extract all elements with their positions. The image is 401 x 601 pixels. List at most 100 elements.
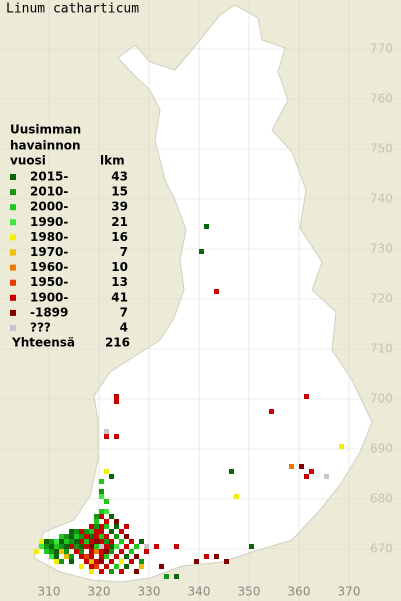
northing-label: 670 [370,542,393,556]
occurrence-square [64,534,69,539]
occurrence-square [84,534,89,539]
occurrence-square [109,569,114,574]
occurrence-square [104,544,109,549]
occurrence-square [99,529,104,534]
legend-heading: Uusimman [10,123,81,137]
legend-count: 4 [120,321,128,335]
occurrence-square [74,529,79,534]
occurrence-square [94,514,99,519]
legend-label: 2015- [30,170,68,184]
occurrence-square [89,529,94,534]
occurrence-square [139,559,144,564]
legend-swatch [10,234,16,241]
occurrence-square [74,539,79,544]
occurrence-square [69,529,74,534]
occurrence-square [44,539,49,544]
occurrence-square [214,554,219,559]
occurrence-square [114,394,119,399]
species-title: Linum catharticum [6,2,139,17]
occurrence-square [104,549,109,554]
occurrence-square [214,289,219,294]
occurrence-square [114,554,119,559]
occurrence-square [104,564,109,569]
occurrence-square [89,539,94,544]
occurrence-square [129,549,134,554]
occurrence-square [304,394,309,399]
occurrence-square [89,559,94,564]
occurrence-square [79,554,84,559]
occurrence-square [79,544,84,549]
occurrence-square [119,539,124,544]
occurrence-square [89,549,94,554]
occurrence-square [69,539,74,544]
occurrence-square [339,444,344,449]
northing-label: 730 [370,242,393,256]
occurrence-square [109,514,114,519]
occurrence-square [54,559,59,564]
occurrence-square [94,524,99,529]
occurrence-square [59,549,64,554]
occurrence-square [79,534,84,539]
occurrence-square [89,524,94,529]
legend-swatch [10,325,16,331]
occurrence-square [74,534,79,539]
occurrence-square [204,224,209,229]
occurrence-square [104,534,109,539]
occurrence-square [84,539,89,544]
occurrence-square [114,544,119,549]
easting-label: 340 [188,585,211,599]
occurrence-square [124,524,129,529]
occurrence-square [104,524,109,529]
occurrence-square [94,529,99,534]
occurrence-square [64,549,69,554]
occurrence-square [79,549,84,554]
occurrence-square [69,534,74,539]
occurrence-square [139,539,144,544]
occurrence-square [119,569,124,574]
legend-count: 7 [120,245,128,259]
occurrence-square [114,519,119,524]
occurrence-square [109,529,114,534]
easting-label: 370 [338,585,361,599]
occurrence-square [99,489,104,494]
legend-label: 2010- [30,185,68,199]
occurrence-square [124,564,129,569]
occurrence-square [49,539,54,544]
occurrence-square [304,474,309,479]
legend-swatch [10,174,16,180]
northing-label: 700 [370,392,393,406]
occurrence-square [124,544,129,549]
occurrence-square [134,569,139,574]
northing-label: 760 [370,92,393,106]
occurrence-square [194,559,199,564]
occurrence-square [59,539,64,544]
easting-label: 320 [88,585,111,599]
occurrence-square [104,429,109,434]
occurrence-square [69,554,74,559]
northing-label: 690 [370,442,393,456]
occurrence-square [134,554,139,559]
occurrence-square [59,544,64,549]
occurrence-square [104,499,109,504]
occurrence-square [299,464,304,469]
northing-label: 710 [370,342,393,356]
occurrence-square [34,549,39,554]
legend-count: 16 [111,230,128,244]
occurrence-square [99,569,104,574]
occurrence-square [49,549,54,554]
occurrence-square [64,554,69,559]
occurrence-square [99,554,104,559]
occurrence-square [89,554,94,559]
northing-label: 770 [370,42,393,56]
occurrence-square [199,249,204,254]
legend-swatch [10,294,16,301]
occurrence-square [134,544,139,549]
occurrence-square [99,539,104,544]
occurrence-square [79,529,84,534]
occurrence-square [44,549,49,554]
occurrence-square [114,524,119,529]
occurrence-square [99,494,104,499]
legend-label: 1990- [30,215,68,229]
occurrence-square [89,564,94,569]
